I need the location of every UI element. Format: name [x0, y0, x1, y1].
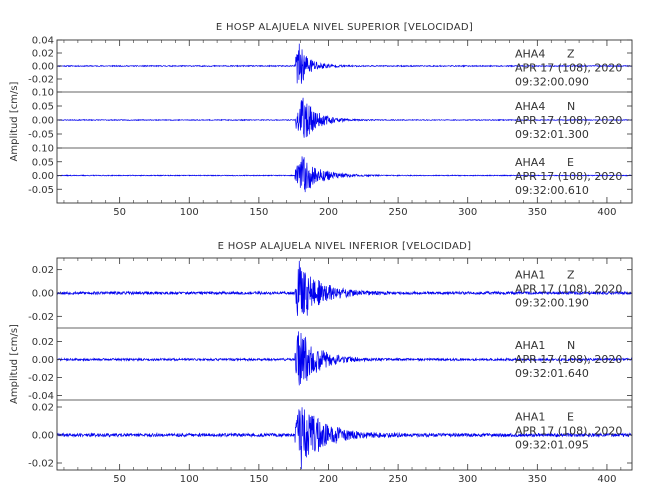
y-tick-label: 0.05 [32, 157, 54, 168]
y-tick-label: -0.05 [28, 185, 54, 196]
x-tick-label: 150 [249, 474, 268, 485]
record-time: 09:32:00.190 [515, 297, 589, 310]
y-tick-label: -0.02 [28, 459, 54, 470]
component-code: Z [567, 47, 575, 60]
y-tick-label: 0.05 [32, 102, 54, 113]
x-tick-label: 100 [180, 207, 199, 218]
station-code: AHA1 [515, 411, 545, 424]
x-tick-label: 250 [389, 474, 408, 485]
plot-frame [56, 39, 633, 204]
component-code: N [567, 100, 575, 113]
x-tick-label: 400 [597, 207, 616, 218]
record-date: APR 17 (108), 2020 [515, 61, 622, 74]
record-date: APR 17 (108), 2020 [515, 114, 622, 127]
seismogram-group-2: E HOSP ALAJUELA NIVEL INFERIOR [VELOCIDA… [9, 241, 633, 485]
y-tick-label: 0.00 [32, 289, 54, 300]
x-tick-label: 300 [458, 474, 477, 485]
y-tick-label: -0.02 [28, 373, 54, 384]
y-tick-label: 0.00 [32, 116, 54, 127]
y-tick-label: -0.04 [28, 391, 54, 402]
waveform-trace [56, 260, 633, 316]
x-tick-label: 350 [528, 474, 547, 485]
y-tick-label: -0.02 [28, 75, 54, 86]
component-code: Z [567, 269, 575, 282]
record-time: 09:32:00.610 [515, 184, 589, 197]
component-code: E [567, 156, 574, 169]
x-tick-label: 250 [389, 207, 408, 218]
y-tick-label: 0.00 [32, 355, 54, 366]
record-date: APR 17 (108), 2020 [515, 170, 622, 183]
waveform-trace [56, 407, 633, 470]
x-tick-label: 200 [319, 207, 338, 218]
station-code: AHA4 [515, 100, 545, 113]
y-tick-label: 0.10 [32, 88, 54, 99]
y-tick-label: 0.04 [32, 36, 54, 47]
x-tick-label: 400 [597, 474, 616, 485]
waveform-trace [56, 331, 633, 386]
x-tick-label: 100 [180, 474, 199, 485]
record-date: APR 17 (108), 2020 [515, 283, 622, 296]
y-tick-label: 0.02 [32, 49, 54, 60]
waveform-trace [56, 43, 633, 84]
x-tick-label: 200 [319, 474, 338, 485]
station-code: AHA1 [515, 269, 545, 282]
x-tick-label: 50 [113, 207, 126, 218]
plot-frame [56, 257, 633, 471]
y-tick-label: 0.10 [32, 144, 54, 155]
record-time: 09:32:01.095 [515, 439, 589, 452]
y-tick-label: 0.00 [32, 62, 54, 73]
y-tick-label: 0.00 [32, 431, 54, 442]
x-tick-label: 300 [458, 207, 477, 218]
chart-title: E HOSP ALAJUELA NIVEL SUPERIOR [VELOCIDA… [216, 22, 473, 33]
y-tick-label: 0.02 [32, 337, 54, 348]
y-tick-label: 0.02 [32, 265, 54, 276]
record-time: 09:32:01.640 [515, 367, 589, 380]
station-code: AHA4 [515, 156, 545, 169]
record-date: APR 17 (108), 2020 [515, 353, 622, 366]
y-tick-label: 0.00 [32, 171, 54, 182]
record-time: 09:32:00.090 [515, 75, 589, 88]
station-code: AHA1 [515, 339, 545, 352]
waveform-trace [56, 97, 633, 138]
record-time: 09:32:01.300 [515, 128, 589, 141]
y-axis-label: Amplitud [cm/s] [9, 81, 20, 161]
station-code: AHA4 [515, 47, 545, 60]
seismogram-group-1: E HOSP ALAJUELA NIVEL SUPERIOR [VELOCIDA… [9, 22, 633, 218]
waveform-trace [56, 156, 633, 193]
record-date: APR 17 (108), 2020 [515, 425, 622, 438]
x-tick-label: 150 [249, 207, 268, 218]
x-tick-label: 350 [528, 207, 547, 218]
y-axis-label: Amplitud [cm/s] [9, 324, 20, 404]
y-tick-label: -0.05 [28, 130, 54, 141]
y-tick-label: -0.02 [28, 312, 54, 323]
component-code: N [567, 339, 575, 352]
x-tick-label: 50 [113, 474, 126, 485]
y-tick-label: 0.02 [32, 403, 54, 414]
component-code: E [567, 411, 574, 424]
chart-title: E HOSP ALAJUELA NIVEL INFERIOR [VELOCIDA… [218, 241, 472, 252]
